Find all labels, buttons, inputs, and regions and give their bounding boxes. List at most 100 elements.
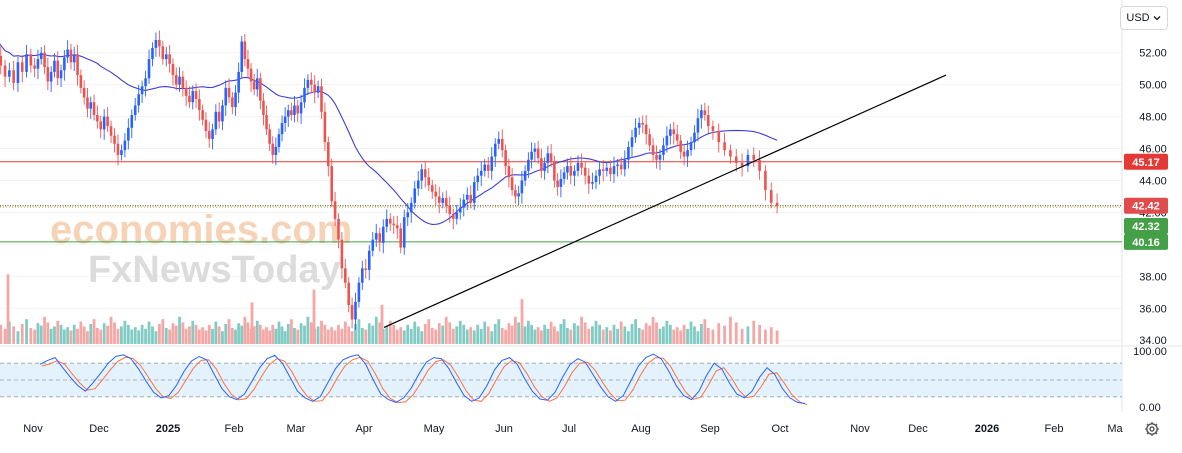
volume-bar	[151, 326, 154, 344]
volume-bar	[717, 323, 721, 344]
currency-selector[interactable]: USD	[1120, 6, 1168, 30]
volume-bar	[49, 328, 53, 344]
volume-bar	[243, 316, 247, 344]
candle-body	[573, 170, 576, 176]
volume-bar	[682, 324, 686, 344]
y-tick-label: 34.00	[1139, 335, 1167, 347]
time-axis[interactable]: Nov Dec 2025 Feb Mar Apr May Jun Jul Aug Sep Oct Nov…	[23, 423, 1123, 435]
candle-body	[476, 175, 480, 183]
candle-body	[168, 54, 171, 64]
candle-body	[66, 49, 69, 58]
candle-body	[127, 127, 130, 141]
candle-body	[591, 182, 594, 184]
volume-bar	[188, 326, 191, 344]
volume-bar	[123, 320, 127, 344]
volume-bar	[171, 323, 175, 344]
volume-bar	[217, 326, 221, 344]
volume-bar	[283, 331, 287, 344]
settings-button[interactable]	[1142, 419, 1162, 439]
volume-bar	[140, 324, 144, 344]
candle-body	[605, 167, 609, 171]
volume-bar	[16, 331, 20, 344]
volume-bar	[769, 327, 773, 344]
candle-body	[609, 167, 612, 175]
volume-bar	[472, 330, 476, 344]
volume-bar	[559, 324, 563, 344]
candle-body	[246, 59, 250, 69]
volume-bar	[504, 329, 508, 344]
volume-bar	[378, 322, 382, 344]
volume-bar	[665, 320, 669, 344]
volume-bar	[623, 326, 627, 344]
candle-body	[25, 54, 28, 72]
volume-bar	[102, 323, 106, 344]
volume-bar	[616, 328, 619, 344]
volume-bar	[562, 319, 566, 344]
candle-body	[178, 76, 181, 85]
candle-body	[416, 180, 420, 189]
candle-body	[514, 190, 517, 197]
volume-bar	[214, 321, 218, 344]
candle-body	[293, 105, 296, 116]
volume-bar	[72, 324, 76, 344]
candle-body	[374, 233, 378, 240]
candle-body	[171, 63, 175, 76]
candle-body	[441, 198, 445, 203]
volume-bar	[546, 328, 550, 344]
candle-body	[265, 115, 268, 130]
volume-bar	[168, 329, 172, 344]
volume-bar	[137, 330, 141, 344]
volume-bar	[20, 324, 24, 344]
volume-bar	[62, 329, 66, 344]
volume-bar	[12, 326, 16, 344]
volume-bar	[144, 328, 147, 344]
candle-body	[33, 65, 36, 69]
chevron-down-icon	[1153, 16, 1161, 21]
volume-bar	[306, 316, 310, 344]
candle-body	[49, 71, 53, 82]
volume-bar	[39, 325, 43, 344]
x-tick-label: Ma	[1107, 423, 1123, 435]
candle-body	[665, 135, 669, 146]
candle-body	[746, 154, 750, 167]
volume-bar	[53, 326, 56, 344]
candle-body	[46, 67, 50, 82]
trendline[interactable]	[383, 74, 947, 328]
candle-body	[147, 59, 151, 79]
candle-body	[458, 207, 462, 213]
volume-bar	[126, 324, 130, 344]
volume-bar	[465, 329, 469, 344]
candle-body	[434, 191, 438, 197]
candle-body	[72, 54, 76, 63]
y-tick-label: 46.00	[1139, 144, 1167, 156]
volume-bar	[668, 324, 672, 344]
volume-bar	[479, 328, 483, 344]
candle-body	[594, 175, 598, 183]
candle-body	[188, 95, 191, 103]
volume-bar	[565, 328, 569, 344]
y-tick-label: 48.00	[1139, 112, 1167, 124]
volume-bar	[303, 325, 306, 344]
candle-body	[43, 52, 46, 68]
x-tick-label: Dec	[89, 423, 109, 435]
volume-bar	[729, 316, 732, 344]
volume-bar	[250, 302, 254, 344]
volume-bar	[507, 323, 511, 344]
candle-body	[775, 202, 779, 207]
volume-bar	[181, 322, 185, 344]
volume-bar	[258, 324, 262, 344]
volume-bar	[644, 323, 648, 344]
volume-bar	[157, 324, 161, 344]
candle-body	[752, 154, 756, 160]
volume-bar	[672, 329, 676, 344]
price-tag-label: 45.17	[1132, 157, 1160, 169]
candle-body	[271, 143, 275, 155]
candle-body	[286, 110, 290, 117]
volume-bar	[409, 328, 413, 344]
candle-body	[144, 78, 147, 87]
volume-bar	[601, 329, 605, 344]
volume-bar	[392, 324, 396, 344]
volume-bar	[651, 316, 655, 344]
volume-bar	[416, 326, 420, 344]
